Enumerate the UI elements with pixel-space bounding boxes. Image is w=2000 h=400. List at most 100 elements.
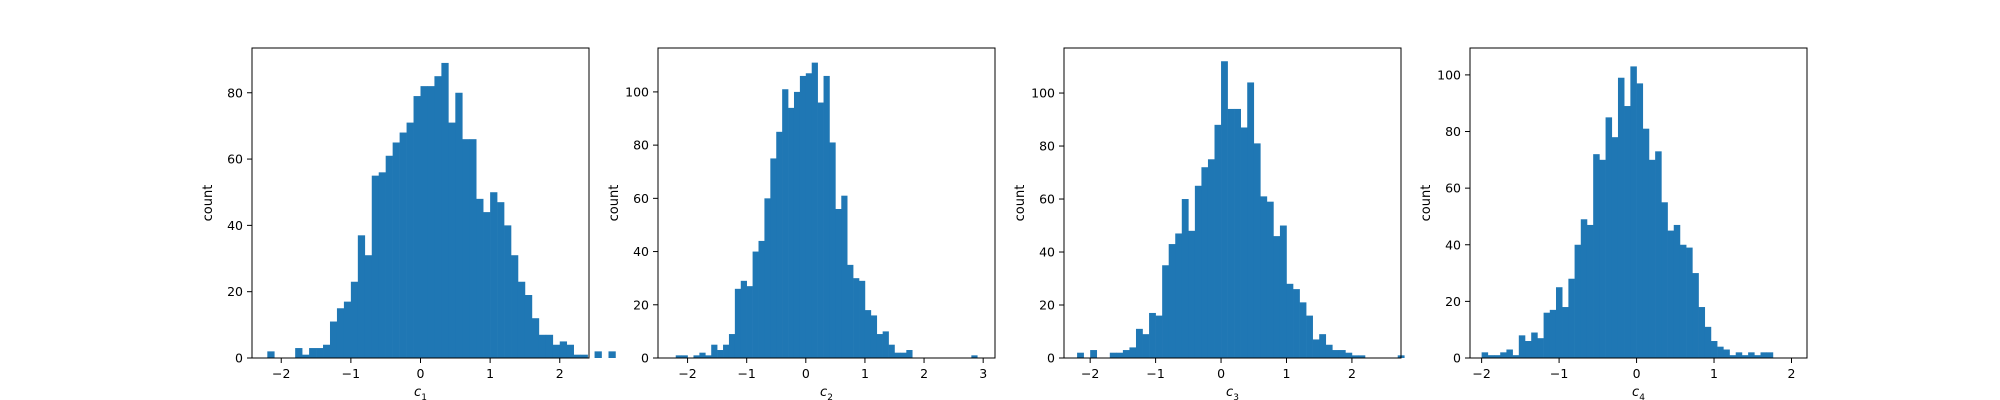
histogram-bar: [847, 264, 854, 358]
histogram-bar: [805, 73, 813, 359]
histogram-bar: [545, 334, 554, 358]
histogram-bar: [448, 122, 456, 358]
x-tick-label: 1: [861, 366, 869, 381]
histogram-bar: [511, 255, 519, 358]
histogram-bar: [1537, 338, 1544, 358]
histogram-bar: [1506, 349, 1513, 358]
histogram-bar: [504, 225, 512, 358]
histogram-bar: [829, 142, 836, 358]
histogram-bar: [1717, 346, 1724, 358]
y-tick-label: 80: [1039, 139, 1055, 154]
y-tick-label: 40: [1039, 245, 1055, 260]
y-tick-label: 80: [227, 85, 243, 100]
histogram-bar: [770, 158, 777, 358]
plot-frame: [1469, 47, 1808, 359]
y-tick-label: 40: [633, 244, 649, 259]
histogram-bar: [1741, 355, 1749, 358]
histogram-bar: [336, 308, 345, 358]
histogram-bar: [1525, 341, 1532, 358]
histogram-bar: [1155, 315, 1163, 358]
histogram-bar: [1332, 350, 1340, 358]
histogram-bar: [1181, 199, 1189, 358]
histogram-bar: [876, 334, 883, 358]
x-tick-label: 2: [1348, 366, 1356, 381]
y-tick-label: 20: [1445, 294, 1461, 309]
histogram-bar: [1729, 355, 1737, 358]
histogram-bar: [1586, 224, 1594, 358]
histogram-bar: [705, 355, 712, 358]
histogram-bar: [793, 91, 801, 358]
histogram-bar: [371, 175, 380, 358]
histogram-bar: [309, 348, 317, 358]
histogram-bar: [734, 288, 742, 358]
histogram-bar: [1735, 352, 1743, 358]
histogram-bar: [758, 240, 765, 358]
histogram-bar: [1201, 167, 1209, 358]
histogram-bar: [900, 352, 907, 358]
histogram-bar: [1188, 230, 1196, 358]
histogram-bar: [1605, 117, 1613, 358]
histogram-bar: [323, 344, 331, 358]
histogram-bar: [1562, 307, 1569, 358]
histogram-bar: [1500, 352, 1507, 358]
histogram-bar: [1555, 287, 1563, 358]
histogram-bar: [1617, 77, 1625, 359]
histogram-bar: [1345, 352, 1353, 358]
histogram-bar: [1090, 350, 1098, 358]
histogram-bar: [1351, 355, 1359, 358]
histogram-bar: [1207, 159, 1215, 358]
histogram-bar: [888, 344, 895, 358]
y-tick-label: 80: [1445, 124, 1461, 139]
histogram-bar: [378, 172, 386, 358]
x-axis-label: c3: [1226, 385, 1239, 400]
histogram-bar: [1129, 347, 1137, 358]
x-tick-label: 0: [1217, 366, 1225, 381]
histogram-bar: [1253, 143, 1261, 358]
histogram-bar: [392, 142, 400, 358]
y-axis-label: count: [1419, 185, 1434, 222]
histogram-bar: [1673, 224, 1681, 358]
histogram-bar: [1358, 355, 1366, 358]
y-tick-label: 80: [633, 138, 649, 153]
histogram-bar: [817, 102, 824, 359]
x-tick-label: −1: [737, 366, 755, 381]
histogram-bar: [776, 131, 783, 358]
histogram-bar: [559, 341, 568, 358]
y-tick-label: 40: [1445, 237, 1461, 252]
histogram-bar: [566, 344, 574, 358]
histogram-bar: [1624, 106, 1631, 358]
histogram-bar: [580, 354, 588, 358]
histogram-bar: [1299, 302, 1307, 358]
histogram-bar: [1214, 124, 1222, 358]
y-tick-label: 60: [633, 191, 649, 206]
histogram-bar: [1194, 185, 1202, 358]
y-tick-label: 20: [633, 297, 649, 312]
histogram-bar: [295, 348, 303, 358]
x-tick-label: −1: [1146, 366, 1164, 381]
histogram-bar: [538, 334, 547, 358]
histogram-bar: [497, 202, 505, 358]
histogram-bar: [1312, 339, 1320, 358]
histogram-bar: [1273, 236, 1281, 358]
histogram-bar: [693, 355, 700, 358]
histogram-bar: [608, 351, 616, 358]
x-tick-label: 0: [802, 366, 810, 381]
histogram-bar: [1593, 154, 1600, 358]
histogram-bar: [1710, 341, 1718, 358]
x-tick-label: 2: [920, 366, 928, 381]
histogram-bar: [1704, 326, 1712, 358]
histogram-bar: [1599, 159, 1606, 358]
histogram-bar: [1748, 352, 1755, 358]
x-tick-label: −1: [342, 366, 360, 381]
histogram-bar: [1667, 230, 1675, 358]
histogram-bar: [752, 251, 759, 358]
histogram-bar: [594, 351, 602, 358]
histogram-bar: [1260, 196, 1268, 358]
x-tick-label: 0: [417, 366, 425, 381]
histogram-bar: [316, 348, 324, 358]
histogram-bar: [835, 208, 842, 358]
histogram-bar: [1481, 352, 1489, 358]
histogram-bar: [573, 354, 581, 358]
histogram-bar: [971, 355, 978, 358]
